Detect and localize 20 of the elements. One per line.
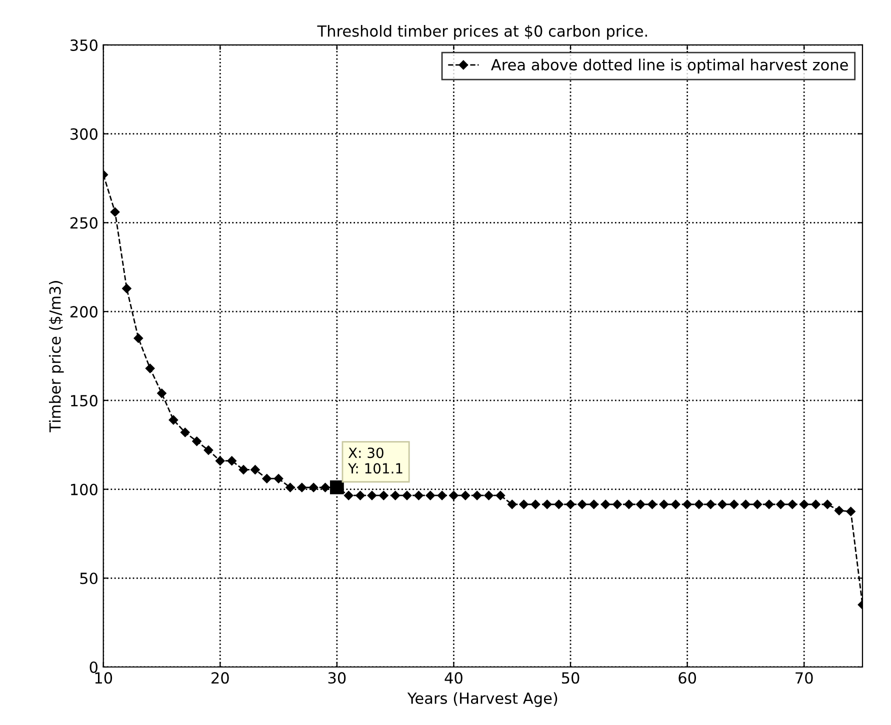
y-tick-label: 200 bbox=[70, 306, 98, 318]
chart-title: Threshold timber prices at $0 carbon price. bbox=[317, 25, 647, 40]
x-tick-label: 70 bbox=[796, 672, 813, 684]
x-tick-label: 30 bbox=[328, 672, 346, 684]
annotation: X: 30 Y: 101.1 bbox=[348, 448, 402, 474]
y-tick-label: 50 bbox=[80, 572, 98, 584]
x-tick-label: 60 bbox=[678, 672, 696, 684]
y-tick-label: 0 bbox=[90, 661, 98, 674]
legend-label: Area above dotted line is optimal harvest zone bbox=[491, 58, 848, 74]
x-tick-label: 20 bbox=[212, 672, 229, 684]
y-tick-label: 250 bbox=[70, 217, 98, 229]
y-tick-label: 350 bbox=[70, 39, 98, 51]
y-tick-label: 100 bbox=[71, 484, 98, 496]
x-tick-label: 40 bbox=[444, 672, 462, 684]
x-tick-label: 10 bbox=[95, 672, 112, 684]
y-tick-label: 300 bbox=[70, 128, 98, 140]
x-tick-label: 50 bbox=[562, 672, 580, 684]
y-tick-label: 150 bbox=[71, 394, 98, 406]
y-axis-title: Timber price ($/m3) bbox=[48, 281, 64, 432]
x-axis-title: Years (Harvest Age) bbox=[407, 692, 558, 707]
